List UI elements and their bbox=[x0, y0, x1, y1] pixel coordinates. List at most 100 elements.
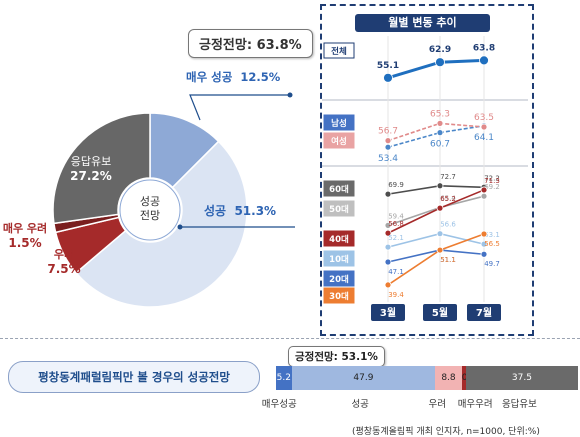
series-tag-0: 전체 bbox=[331, 46, 347, 57]
label-very-concern-value: 1.5% bbox=[8, 236, 42, 250]
series-tag-7: 20대 bbox=[329, 274, 349, 285]
series-tag-6: 10대 bbox=[329, 254, 349, 265]
footnote: (평창동계올림픽 개최 인지자, n=1000, 단위:%) bbox=[352, 427, 540, 437]
positive-outlook-callout: 긍정전망: 63.8% bbox=[188, 29, 313, 58]
label-success: 성공 51.3% bbox=[204, 204, 294, 218]
value-label-3-2: 72.2 bbox=[484, 174, 500, 182]
series-tag-bg-0 bbox=[323, 42, 355, 59]
point-2-0 bbox=[384, 137, 392, 144]
label-reserved-value: 27.2% bbox=[70, 169, 112, 183]
point-4-0 bbox=[384, 221, 392, 229]
point-7-2 bbox=[480, 250, 488, 258]
point-0-2 bbox=[479, 55, 489, 66]
value-label-3-1: 72.7 bbox=[440, 173, 456, 181]
value-label-5-1: 65.2 bbox=[440, 195, 456, 203]
series-tag-bg-5 bbox=[323, 230, 355, 247]
point-1-0 bbox=[384, 143, 392, 151]
series-tag-bg-6 bbox=[323, 250, 355, 267]
label-reserved: 응답유보 27.2% bbox=[60, 155, 122, 183]
point-8-2 bbox=[480, 230, 488, 238]
series-tag-bg-7 bbox=[323, 270, 355, 287]
label-very-success-name: 매우 성공 bbox=[186, 70, 233, 84]
trend-panel bbox=[320, 4, 534, 336]
value-label-7-1: 51.1 bbox=[440, 256, 456, 264]
series-tag-4: 50대 bbox=[329, 204, 349, 215]
value-label-4-2: 69.2 bbox=[484, 183, 500, 191]
leader-dot-1 bbox=[287, 92, 293, 98]
point-5-2 bbox=[480, 186, 488, 194]
value-label-7-0: 47.1 bbox=[388, 268, 404, 276]
bar-category-4: 응답유보 bbox=[501, 399, 537, 410]
value-label-0-0: 55.1 bbox=[377, 61, 399, 71]
point-1-1 bbox=[436, 129, 444, 136]
point-8-1 bbox=[436, 246, 444, 254]
series-tag-3: 60대 bbox=[329, 184, 349, 195]
donut-center-line1: 성공 bbox=[139, 195, 161, 208]
month-bg-2 bbox=[467, 304, 501, 321]
label-concern-name: 우려 bbox=[53, 248, 75, 261]
value-label-1-2: 64.1 bbox=[474, 133, 494, 143]
month-bg-1 bbox=[423, 304, 457, 321]
donut-chart bbox=[0, 0, 320, 330]
series-tag-bg-3 bbox=[323, 180, 355, 197]
series-tag-1: 남성 bbox=[331, 118, 347, 129]
value-label-6-2: 53.1 bbox=[484, 231, 500, 239]
bar-segment-0: 5.2 bbox=[276, 366, 292, 390]
month-label-1: 5월 bbox=[432, 307, 448, 319]
label-success-value: 51.3% bbox=[234, 204, 277, 218]
value-label-8-2: 56.5 bbox=[484, 240, 500, 248]
donut-center-label: 성공 전망 bbox=[119, 195, 181, 223]
bar-category-1: 성공 bbox=[351, 399, 369, 410]
point-2-2 bbox=[480, 123, 488, 131]
label-concern: 우려 7.5% bbox=[44, 248, 84, 276]
label-success-name: 성공 bbox=[204, 204, 227, 218]
value-label-1-1: 60.7 bbox=[430, 140, 450, 150]
value-label-2-0: 56.7 bbox=[378, 127, 398, 137]
value-label-0-1: 62.9 bbox=[429, 45, 451, 55]
month-label-2: 7월 bbox=[476, 307, 492, 319]
leader-dot-2 bbox=[177, 224, 183, 230]
label-reserved-name: 응답유보 bbox=[70, 155, 112, 168]
bar-segment-3: 0.6 bbox=[461, 366, 466, 390]
value-label-5-2: 71.3 bbox=[484, 177, 500, 185]
pie-slice-1 bbox=[74, 140, 248, 308]
point-5-1 bbox=[436, 204, 444, 212]
value-label-2-2: 63.5 bbox=[474, 113, 494, 123]
section-divider bbox=[0, 338, 580, 339]
point-4-2 bbox=[480, 192, 488, 200]
stacked-bar: 5.247.98.80.637.5 bbox=[276, 366, 579, 390]
bar-category-0: 매우성공 bbox=[261, 399, 297, 410]
bar-category-2: 우려 bbox=[428, 399, 446, 410]
label-very-success-value: 12.5% bbox=[240, 70, 281, 84]
bar-category-3: 매우우려 bbox=[457, 399, 493, 410]
label-concern-value: 7.5% bbox=[47, 262, 81, 276]
trend-chart: 전체 55.1 62.9 63.8 남성 53.4 60.7 64.1 여성 56.7 65.3 63… bbox=[322, 36, 528, 321]
month-bg-0 bbox=[371, 304, 405, 321]
label-very-success: 매우 성공 12.5% bbox=[186, 70, 296, 84]
value-label-5-0: 56.8 bbox=[388, 220, 404, 228]
trend-title: 월별 변동 추이 bbox=[355, 14, 490, 32]
value-label-4-0: 59.4 bbox=[388, 212, 404, 220]
value-label-0-2: 63.8 bbox=[473, 43, 495, 53]
point-6-2 bbox=[480, 240, 488, 248]
series-tag-2: 여성 bbox=[331, 136, 347, 147]
donut-svg bbox=[52, 92, 295, 308]
value-label-1-0: 53.4 bbox=[378, 154, 398, 164]
value-label-2-1: 65.3 bbox=[430, 109, 450, 119]
series-line-2 bbox=[387, 122, 485, 142]
bar-segment-4: 37.5 bbox=[465, 366, 579, 390]
month-label-0: 3월 bbox=[380, 307, 396, 319]
value-label-6-0: 52.1 bbox=[388, 234, 404, 242]
value-label-8-0: 39.4 bbox=[388, 291, 404, 299]
bar-segment-1: 47.9 bbox=[291, 366, 436, 390]
value-label-8-1: 51.1 bbox=[440, 256, 456, 264]
point-5-0 bbox=[384, 229, 392, 237]
point-7-0 bbox=[384, 258, 392, 266]
value-label-3-0: 69.9 bbox=[388, 181, 404, 189]
point-3-0 bbox=[384, 190, 392, 198]
point-0-0 bbox=[383, 72, 393, 83]
series-tag-5: 40대 bbox=[329, 234, 349, 245]
series-tag-8: 30대 bbox=[329, 291, 349, 302]
pie-slice-4 bbox=[52, 112, 151, 225]
value-label-7-2: 49.7 bbox=[484, 260, 500, 268]
